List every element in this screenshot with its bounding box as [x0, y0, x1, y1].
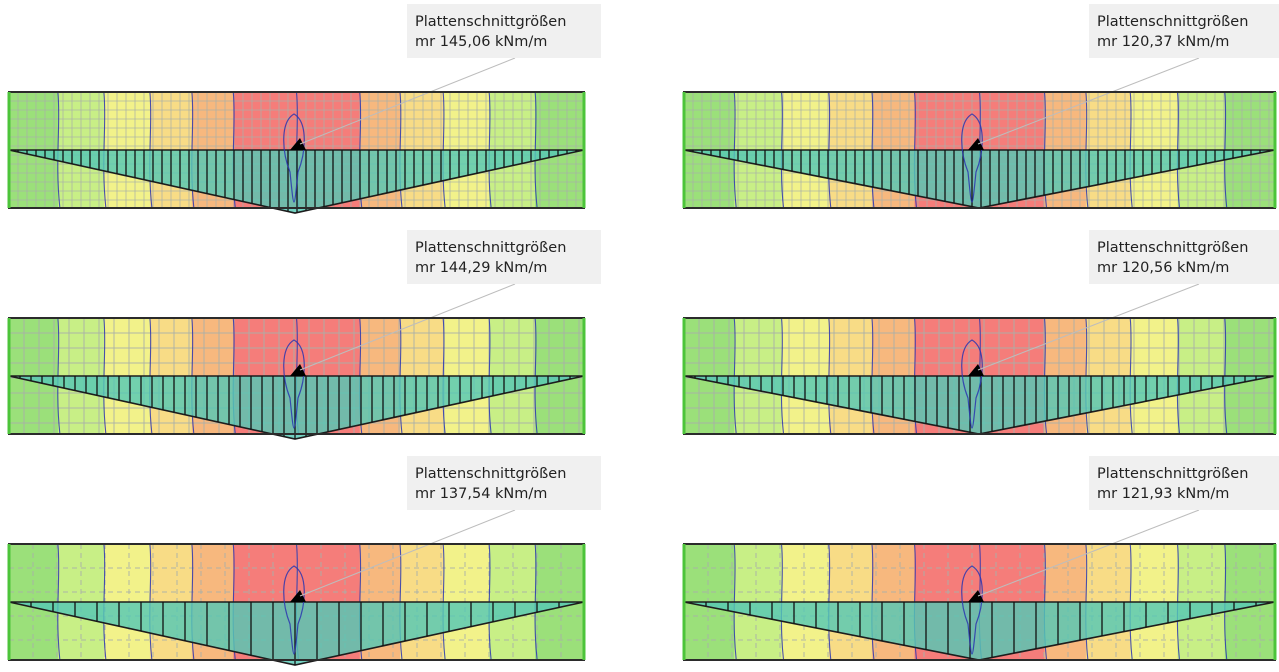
isoline-contour: [871, 543, 875, 661]
moment-diagram-panel-2: Plattenschnittgrößen mr 120,37 kNm/m: [639, 0, 1279, 220]
result-label-value: mr 120,37 kNm/m: [1097, 34, 1230, 50]
peak-marker-icon: [290, 138, 306, 150]
peak-contour: [283, 113, 305, 203]
isoline-contour: [57, 91, 61, 209]
leader-line: [977, 509, 1200, 597]
peak-marker-icon: [968, 590, 984, 602]
result-label: Plattenschnittgrößen mr 120,37 kNm/m: [1089, 4, 1279, 58]
isoline-contour: [534, 91, 538, 209]
isoline-contour: [1129, 317, 1133, 435]
result-label: Plattenschnittgrößen mr 144,29 kNm/m: [407, 230, 601, 284]
moment-diagram-panel-3: Plattenschnittgrößen mr 144,29 kNm/m: [0, 226, 640, 446]
peak-contour: [961, 565, 983, 655]
result-label-title: Plattenschnittgrößen: [1097, 14, 1249, 30]
isoline-contour: [103, 543, 107, 661]
isoline-contour: [442, 317, 446, 435]
plate-moment-plot: [7, 509, 586, 666]
result-label-value: mr 121,93 kNm/m: [1097, 486, 1230, 502]
isoline-contour: [1129, 91, 1133, 209]
isoline-contour: [1129, 543, 1133, 661]
moment-diagram-panel-6: Plattenschnittgrößen mr 121,93 kNm/m: [639, 452, 1279, 672]
peak-marker-icon: [968, 138, 984, 150]
isoline-contour: [149, 91, 153, 209]
isoline-contour: [534, 543, 538, 661]
result-label: Plattenschnittgrößen mr 121,93 kNm/m: [1089, 456, 1279, 510]
isoline-contour: [733, 543, 737, 661]
isoline-contour: [488, 91, 492, 209]
isoline-contour: [57, 543, 61, 661]
plate-moment-plot: [7, 57, 586, 214]
isoline-contour: [733, 317, 737, 435]
isoline-contour: [1224, 317, 1228, 435]
peak-marker-icon: [290, 364, 306, 376]
plate-moment-plot: [7, 283, 586, 440]
isoline-contour: [828, 91, 832, 209]
peak-marker-icon: [968, 364, 984, 376]
isoline-contour: [871, 91, 875, 209]
peak-contour: [283, 565, 305, 655]
isoline-contour: [780, 317, 785, 435]
result-label: Plattenschnittgrößen mr 120,56 kNm/m: [1089, 230, 1279, 284]
isoline-contour: [191, 543, 195, 661]
result-label-title: Plattenschnittgrößen: [1097, 466, 1249, 482]
isoline-contour: [399, 91, 403, 209]
isoline-contour: [488, 317, 492, 435]
plate-moment-plot: [682, 283, 1277, 435]
result-label-value: mr 137,54 kNm/m: [415, 486, 548, 502]
result-label-value: mr 144,29 kNm/m: [415, 260, 548, 276]
isoline-contour: [828, 543, 832, 661]
isoline-contour: [399, 317, 403, 435]
isoline-contour: [534, 317, 538, 435]
isoline-contour: [191, 91, 195, 209]
plate-moment-plot: [682, 509, 1277, 661]
leader-line: [977, 57, 1200, 145]
isoline-contour: [1224, 91, 1228, 209]
result-label: Plattenschnittgrößen mr 145,06 kNm/m: [407, 4, 601, 58]
leader-line: [299, 57, 516, 145]
leader-line: [977, 283, 1200, 371]
moment-diagram-panel-5: Plattenschnittgrößen mr 137,54 kNm/m: [0, 452, 640, 672]
isoline-contour: [1176, 91, 1181, 209]
isoline-contour: [1224, 543, 1228, 661]
isoline-contour: [871, 317, 875, 435]
peak-contour: [961, 113, 983, 203]
isoline-contour: [780, 91, 785, 209]
plate-moment-plot: [682, 57, 1277, 209]
isoline-contour: [780, 543, 785, 661]
peak-contour: [961, 339, 983, 429]
isoline-contour: [149, 317, 153, 435]
isoline-contour: [442, 543, 446, 661]
isoline-contour: [191, 317, 195, 435]
isoline-contour: [1176, 543, 1181, 661]
result-label-title: Plattenschnittgrößen: [415, 240, 567, 256]
isoline-contour: [828, 317, 832, 435]
leader-line: [299, 283, 516, 371]
leader-line: [299, 509, 516, 597]
isoline-contour: [442, 91, 446, 209]
peak-contour: [283, 339, 305, 429]
result-label-value: mr 120,56 kNm/m: [1097, 260, 1230, 276]
result-label-title: Plattenschnittgrößen: [1097, 240, 1249, 256]
moment-diagram-panel-1: Plattenschnittgrößen mr 145,06 kNm/m: [0, 0, 640, 220]
isoline-contour: [733, 91, 737, 209]
result-label: Plattenschnittgrößen mr 137,54 kNm/m: [407, 456, 601, 510]
isoline-contour: [57, 317, 61, 435]
result-label-title: Plattenschnittgrößen: [415, 14, 567, 30]
isoline-contour: [103, 317, 107, 435]
moment-diagram-panel-4: Plattenschnittgrößen mr 120,56 kNm/m: [639, 226, 1279, 446]
isoline-contour: [149, 543, 153, 661]
isoline-contour: [103, 91, 107, 209]
isoline-contour: [488, 543, 492, 661]
peak-marker-icon: [290, 590, 306, 602]
result-label-value: mr 145,06 kNm/m: [415, 34, 548, 50]
isoline-contour: [399, 543, 403, 661]
isoline-contour: [1176, 317, 1181, 435]
result-label-title: Plattenschnittgrößen: [415, 466, 567, 482]
